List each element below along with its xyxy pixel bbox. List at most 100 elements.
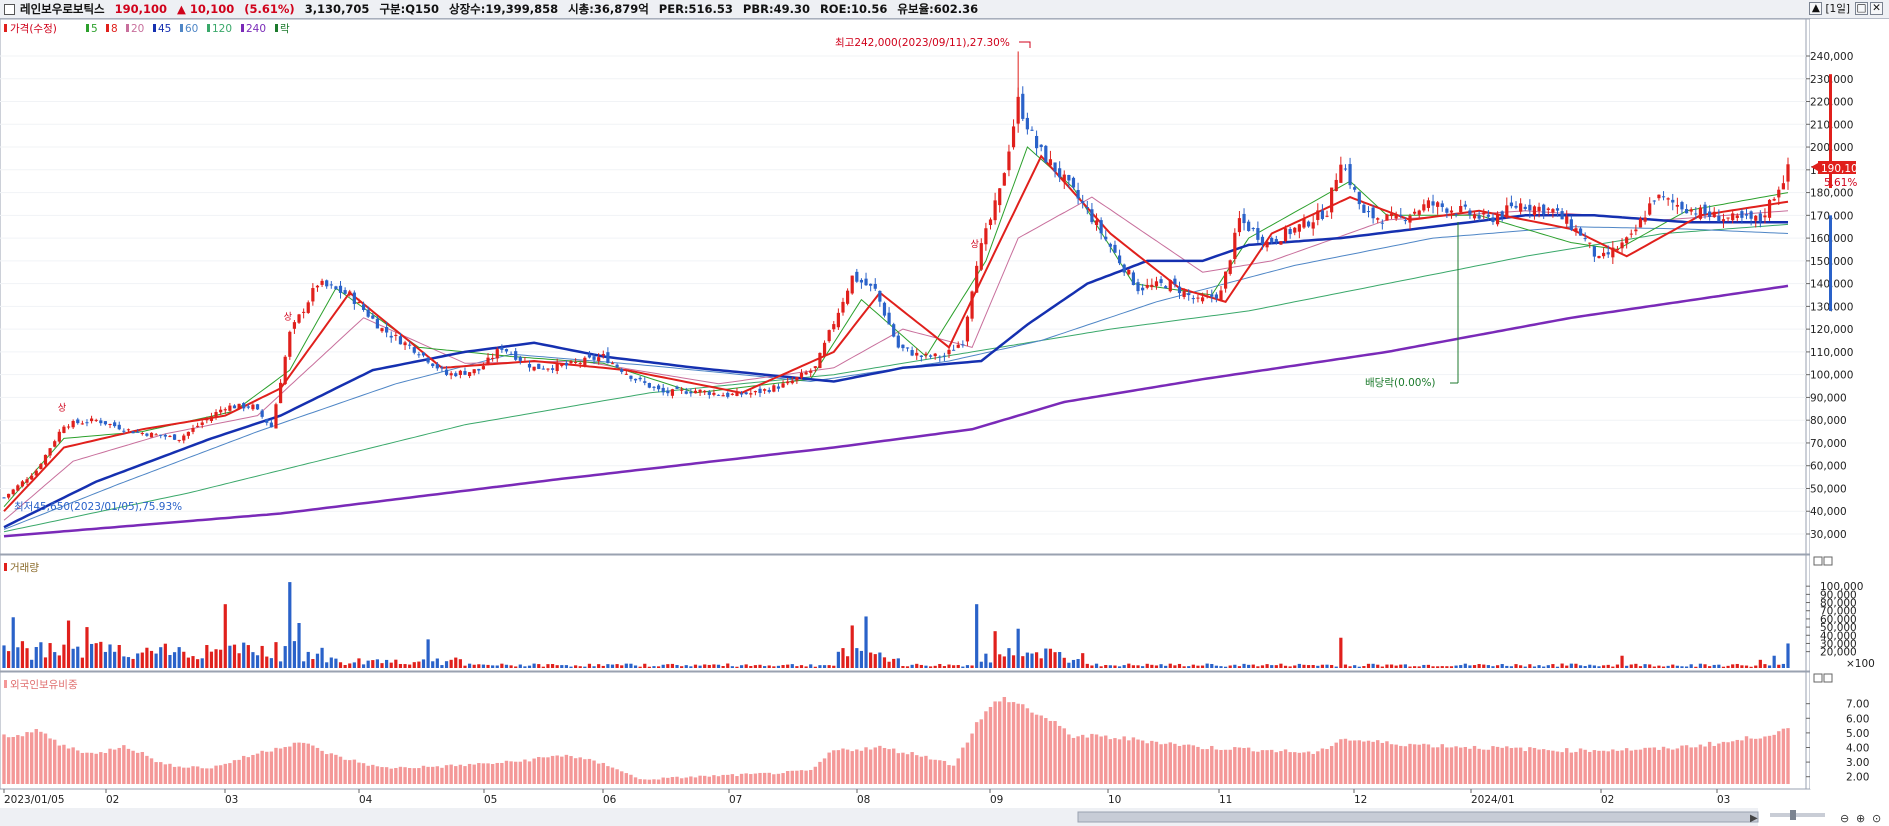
volume-bar [597, 664, 601, 668]
volume-bar [20, 641, 25, 668]
volume-bar [463, 665, 467, 668]
volume-bar [1339, 637, 1343, 668]
volume-bar [486, 664, 490, 668]
foreign-bar [1643, 747, 1647, 784]
scroll-right-icon[interactable]: ▶ [1750, 813, 1758, 824]
volume-bar [495, 665, 499, 668]
foreign-bar [366, 765, 370, 784]
candle-body [20, 481, 25, 487]
volume-bar [818, 665, 822, 668]
close-icon[interactable]: ✕ [1870, 2, 1883, 15]
price-tick-label: 70,000 [1810, 438, 1847, 450]
scrollbar-thumb[interactable] [1077, 811, 1759, 823]
candle-body [841, 301, 845, 313]
scroll-up-icon[interactable]: ▲ [1809, 2, 1823, 15]
volume-bar [1519, 665, 1523, 668]
candle-body [1117, 255, 1122, 264]
zoom-slider[interactable] [1770, 813, 1825, 817]
volume-bar [527, 665, 532, 668]
foreign-bar [1694, 747, 1698, 784]
volume-bar [219, 649, 223, 668]
foreign-bar [1698, 744, 1703, 784]
zoom-handle[interactable] [1790, 810, 1796, 820]
foreign-bar [80, 752, 85, 784]
candle-body [39, 464, 43, 469]
foreign-bar [361, 763, 366, 784]
legend-ma-swatch [275, 24, 278, 32]
zoom-reset-icon[interactable]: ⊙ [1872, 812, 1881, 825]
stock-name[interactable]: 레인보우로보틱스 [20, 2, 105, 16]
foreign-bar [242, 755, 246, 784]
minimize-icon[interactable]: □ [1855, 2, 1868, 15]
panel-buttons[interactable] [1813, 556, 1833, 683]
candle-body [168, 435, 172, 437]
candle-body [297, 314, 301, 323]
volume-bar [43, 657, 48, 668]
foreign-bar [1104, 735, 1108, 784]
volume-bar [1422, 664, 1426, 668]
volume-bar [1505, 665, 1509, 668]
candle-body [1417, 210, 1421, 215]
volume-bar [1463, 663, 1467, 668]
volume-bar [1731, 664, 1735, 668]
volume-bar [1449, 666, 1454, 668]
volume-bar [108, 644, 112, 668]
volume-bar [1445, 666, 1449, 668]
candle-body [620, 369, 624, 372]
zoom-out-icon[interactable]: ⊖ [1840, 812, 1849, 825]
volume-bar [1159, 664, 1163, 668]
candle-body [661, 387, 665, 393]
volume-bar [661, 664, 665, 668]
foreign-bar [20, 736, 25, 784]
info-bar: 레인보우로보틱스 190,100 ▲ 10,100 (5.61%) 3,130,… [0, 0, 1889, 19]
bottom-scrollbar[interactable]: ▶ ⊖ ⊕ ⊙ [0, 808, 1881, 826]
volume-bar [237, 653, 241, 668]
volume-bar [394, 659, 398, 668]
zoom-in-icon[interactable]: ⊕ [1856, 812, 1865, 825]
volume-bar [302, 661, 306, 668]
foreign-bar [1528, 747, 1532, 784]
volume-bar [338, 662, 343, 668]
foreign-bar [315, 747, 320, 784]
period-label[interactable]: [1일] [1825, 3, 1850, 15]
volume-bar [1293, 665, 1297, 668]
volume-bar [1058, 652, 1062, 668]
candle-body [1606, 252, 1610, 255]
foreign-bar [403, 767, 407, 784]
candle-body [1620, 242, 1624, 249]
foreign-bar [592, 760, 596, 784]
foreign-bar [910, 752, 914, 784]
date-tick-label: 03 [225, 794, 238, 806]
candle-body [615, 364, 619, 368]
volume-bar [1021, 656, 1025, 668]
candle-body [979, 243, 983, 270]
volume-bar [412, 662, 416, 668]
volume-bar [357, 658, 361, 668]
volume-bar [1062, 657, 1066, 668]
float-value: 유보율:602.36 [897, 2, 979, 16]
candle-body [1233, 232, 1237, 260]
checkbox-icon[interactable] [4, 3, 15, 15]
foreign-bar [1228, 749, 1232, 784]
volume-bar [560, 665, 564, 668]
volume-bar [647, 666, 651, 668]
foreign-tick-label: 3.00 [1846, 757, 1869, 769]
candle-body [1643, 217, 1647, 222]
candle-body [537, 363, 541, 369]
foreign-bar [1459, 747, 1463, 784]
volume-bar [998, 654, 1002, 668]
foreign-bar [375, 766, 380, 784]
volume-bar [1721, 666, 1726, 668]
candle-body [408, 344, 412, 346]
candle-body [325, 280, 329, 287]
volume-bar [11, 617, 15, 668]
volume-bar [652, 666, 656, 668]
foreign-bar [537, 756, 541, 784]
foreign-bar [1242, 748, 1246, 784]
candle-body [1413, 211, 1417, 214]
foreign-bar [85, 752, 89, 784]
candle-body [71, 421, 75, 428]
volume-bar [1717, 664, 1721, 668]
volume-bar [555, 665, 559, 668]
